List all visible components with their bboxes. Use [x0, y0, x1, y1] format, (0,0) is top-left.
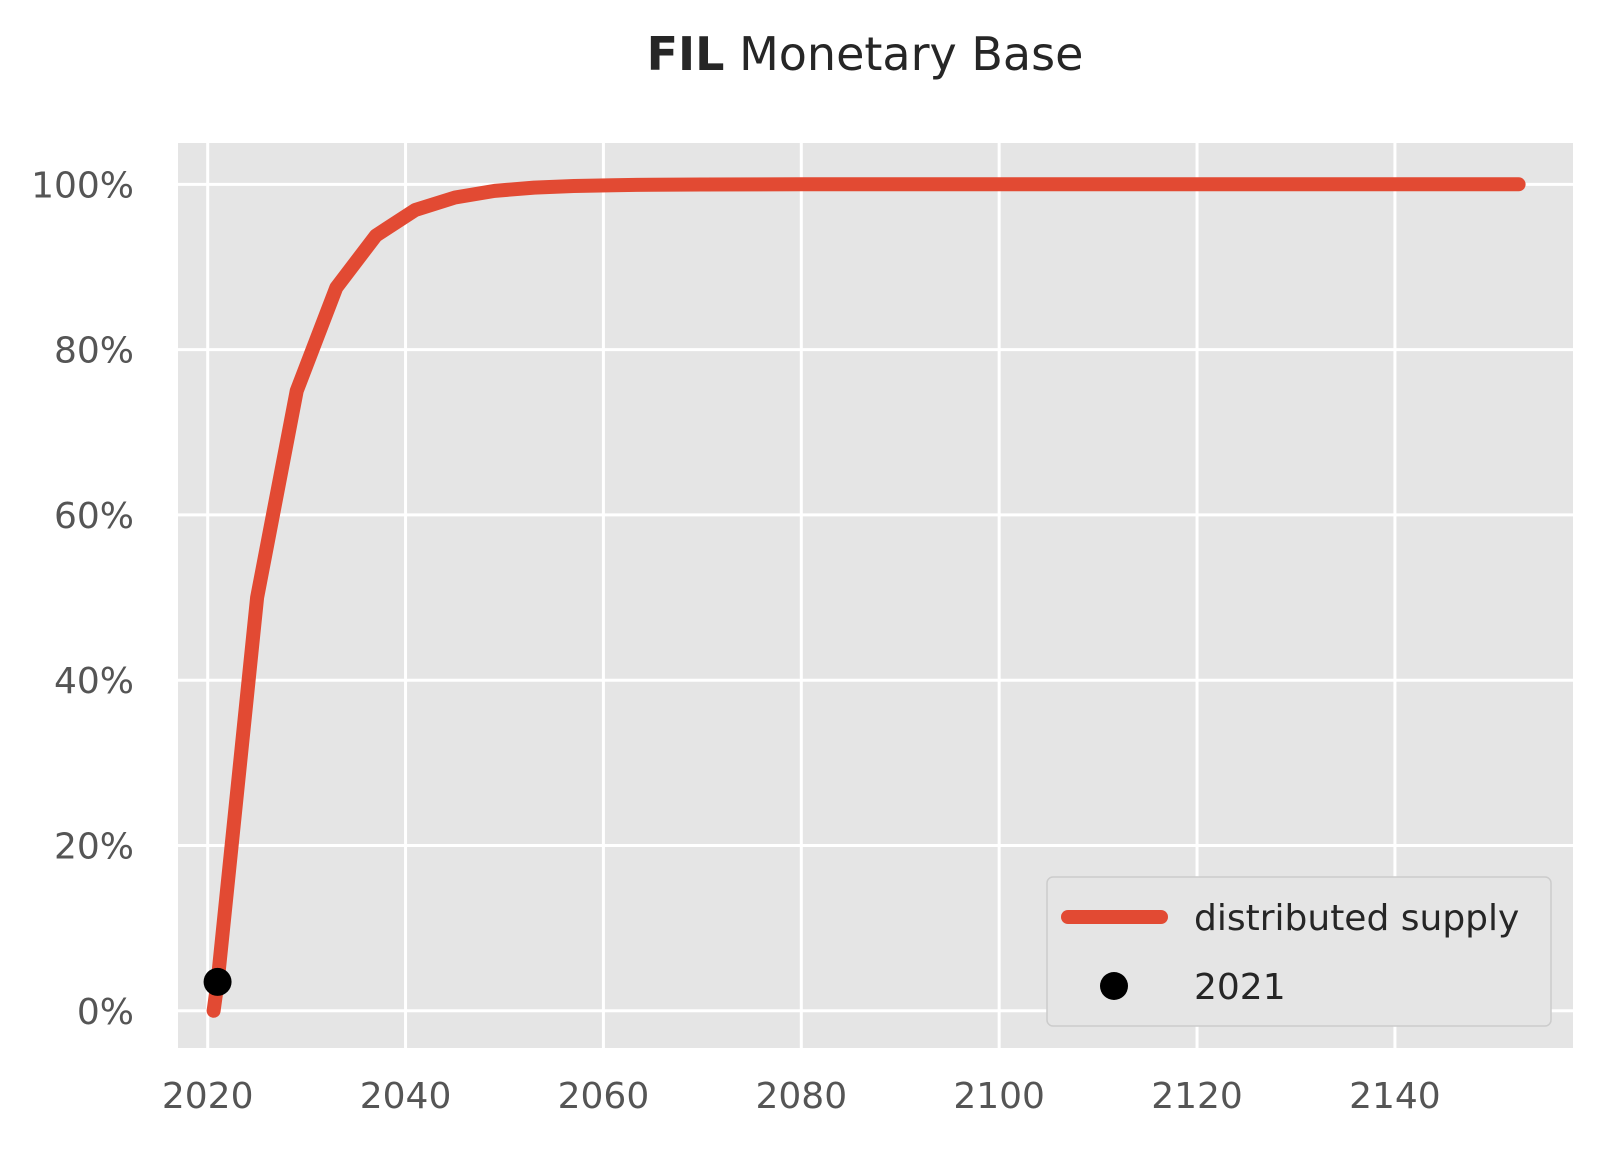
title-bold: FIL: [647, 27, 725, 81]
y-tick-label: 20%: [54, 827, 134, 868]
legend-label-series: distributed supply: [1194, 898, 1519, 939]
x-tick-label: 2100: [953, 1076, 1045, 1117]
data-point-2021: [203, 967, 232, 996]
y-tick-label: 100%: [31, 165, 134, 206]
x-tick-label: 2040: [360, 1076, 452, 1117]
y-tick-label: 0%: [77, 992, 134, 1033]
series-line-distributed-supply: [206, 177, 1526, 1018]
legend-dot-marker: [1100, 972, 1128, 1000]
tick-labels: 2020 2040 2060 2080 2100 2120 2140 0% 20% 40% 60% 8…: [31, 165, 1441, 1117]
grid-lines: [178, 143, 1573, 1048]
legend-box: [1046, 876, 1552, 1027]
series-layer: [203, 177, 1526, 1018]
y-tick-label: 60%: [54, 496, 134, 537]
x-tick-label: 2020: [162, 1076, 254, 1117]
title-rest: Monetary Base: [724, 27, 1083, 81]
chart-title: FIL Monetary Base: [647, 27, 1084, 81]
legend: distributed supply 2021: [1046, 876, 1552, 1027]
x-tick-label: 2140: [1349, 1076, 1441, 1117]
y-tick-label: 40%: [54, 661, 134, 702]
legend-label-point: 2021: [1194, 967, 1286, 1008]
y-tick-label: 80%: [54, 331, 134, 372]
x-tick-label: 2120: [1151, 1076, 1243, 1117]
x-tick-label: 2060: [558, 1076, 650, 1117]
x-tick-label: 2080: [755, 1076, 847, 1117]
